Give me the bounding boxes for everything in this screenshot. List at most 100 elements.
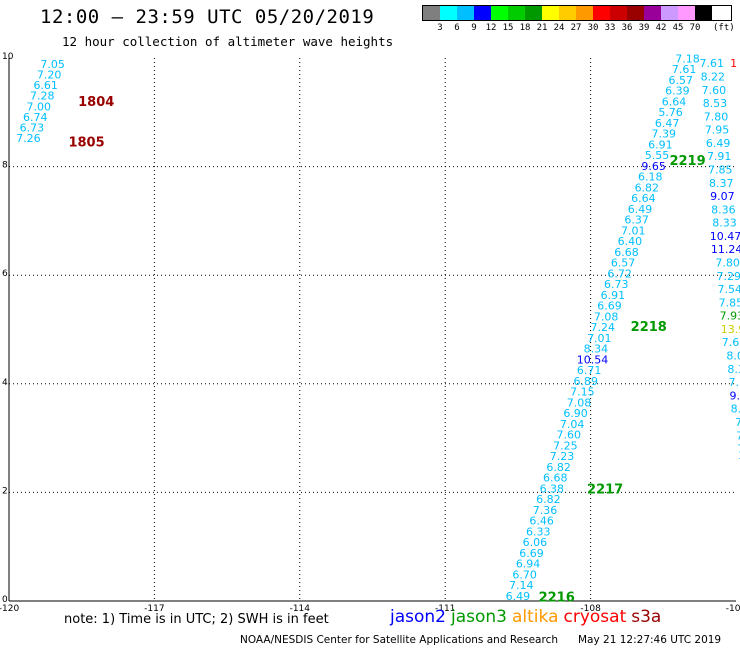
swh-value-label: 7.29 bbox=[716, 270, 740, 283]
swh-value-label: 5.76 bbox=[658, 106, 683, 119]
color-scale-tick: 39 bbox=[638, 23, 650, 33]
swh-value-label: 7.54 bbox=[718, 283, 740, 296]
pass-number-label: 1805 bbox=[68, 136, 104, 151]
swh-value-label: 6.64 bbox=[662, 95, 687, 108]
color-scale-tick: 36 bbox=[621, 23, 633, 33]
swh-value-label: 8.53 bbox=[703, 97, 728, 110]
color-scale-tick: 24 bbox=[553, 23, 565, 33]
swh-value-label: 6.82 bbox=[546, 461, 571, 474]
swh-value-label: 6.40 bbox=[618, 235, 643, 248]
color-swatch-8 bbox=[559, 6, 576, 20]
swh-value-label: 7.80 bbox=[715, 257, 740, 270]
swh-value-label: 8.0 bbox=[731, 403, 740, 416]
swh-value-label: 7.85 bbox=[719, 296, 740, 309]
swh-value-label: 7.24 bbox=[590, 321, 615, 334]
swh-value-label: 6.39 bbox=[665, 85, 690, 98]
swh-value-label: 6.82 bbox=[536, 493, 561, 506]
color-scale-tick: 6 bbox=[454, 23, 460, 33]
swh-value-label: 7.1 bbox=[728, 376, 740, 389]
swh-value-label: 6.82 bbox=[635, 181, 660, 194]
swh-value-label: 6.71 bbox=[577, 364, 602, 377]
swh-value-label: 7.20 bbox=[37, 68, 62, 81]
swh-value-label: 6.89 bbox=[574, 375, 599, 388]
swh-value-label: 7.91 bbox=[707, 150, 732, 163]
swh-value-label: 7. bbox=[738, 456, 740, 469]
color-swatch-6 bbox=[525, 6, 542, 20]
color-swatch-10 bbox=[593, 6, 610, 20]
swh-value-label: 6.73 bbox=[20, 122, 45, 135]
swh-value-label: 6.70 bbox=[512, 568, 537, 581]
swh-value-label: 7.80 bbox=[704, 110, 729, 123]
swh-value-label: 10.54 bbox=[577, 353, 609, 366]
swh-value-label: 6.46 bbox=[529, 515, 554, 528]
swh-value-label: 7.26 bbox=[16, 132, 41, 145]
x-tick-label: -105 bbox=[726, 604, 740, 614]
pass-number-label: 2219 bbox=[669, 154, 705, 169]
pass-number-label: 2217 bbox=[587, 482, 623, 497]
color-scale-tick: 70 bbox=[689, 23, 701, 33]
x-tick-label: -117 bbox=[144, 604, 164, 614]
swh-value-label: 6.69 bbox=[597, 300, 622, 313]
swh-value-label: 6.57 bbox=[668, 74, 693, 87]
swh-value-label: 6.90 bbox=[563, 407, 588, 420]
swh-value-label: 7.05 bbox=[40, 58, 65, 71]
x-tick-label: -111 bbox=[435, 604, 455, 614]
color-swatch-15 bbox=[678, 6, 695, 20]
swh-value-label: 9.65 bbox=[641, 160, 666, 173]
swh-value-label: 1 bbox=[730, 57, 737, 70]
y-tick-label: 6 bbox=[2, 269, 8, 279]
color-scale-legend: (ft) 3 6 9 12 15 18 21 24 27 30 33 36 39 42 45 70 bbox=[422, 5, 735, 35]
swh-value-label: 6.64 bbox=[631, 192, 656, 205]
swh-value-label: 7.25 bbox=[553, 439, 578, 452]
swh-value-label: 6.94 bbox=[516, 558, 541, 571]
swh-value-label: 9.07 bbox=[710, 190, 735, 203]
color-scale-tick: 3 bbox=[437, 23, 443, 33]
swh-value-label: 13.9 bbox=[721, 323, 740, 336]
swh-value-label: 7.36 bbox=[533, 504, 558, 517]
swh-value-label: 7.18 bbox=[675, 52, 700, 65]
y-tick-label: 0 bbox=[2, 595, 8, 605]
color-scale-unit: (ft) bbox=[713, 23, 735, 33]
footer-timestamp: May 21 12:27:46 UTC 2019 bbox=[578, 634, 722, 646]
color-scale-tick: 45 bbox=[672, 23, 684, 33]
color-swatch-9 bbox=[576, 6, 593, 20]
legend-s3a: s3a bbox=[631, 607, 662, 627]
color-scale-tick: 21 bbox=[536, 23, 548, 33]
swh-value-label: 6.38 bbox=[540, 482, 565, 495]
swh-value-label: 7.93 bbox=[720, 310, 740, 323]
swh-value-label: 7.39 bbox=[652, 128, 677, 141]
color-swatch-14 bbox=[661, 6, 678, 20]
color-swatch-0 bbox=[423, 6, 440, 20]
color-swatch-4 bbox=[491, 6, 508, 20]
satellite-legend: jason2 jason3 altika cryosat s3a bbox=[390, 607, 666, 627]
swh-value-label: 6.72 bbox=[607, 267, 632, 280]
legend-altika: altika bbox=[512, 607, 559, 627]
swh-value-label: 6.61 bbox=[33, 79, 58, 92]
swh-value-label: 7.60 bbox=[702, 84, 727, 97]
swh-value-label: 5.55 bbox=[645, 149, 670, 162]
color-scale-tick: 42 bbox=[655, 23, 667, 33]
swh-value-label: 8.34 bbox=[584, 343, 609, 356]
swh-value-label: 7.01 bbox=[621, 224, 646, 237]
page-subtitle: 12 hour collection of altimeter wave hei… bbox=[62, 34, 394, 49]
y-tick-label: 8 bbox=[2, 161, 8, 171]
color-swatch-5 bbox=[508, 6, 525, 20]
color-scale-tick: 18 bbox=[519, 23, 531, 33]
swh-value-label: 6.06 bbox=[523, 536, 548, 549]
swh-value-label: 8.3 bbox=[727, 363, 740, 376]
legend-cryosat: cryosat bbox=[563, 607, 627, 627]
swh-value-label: 6.69 bbox=[519, 547, 544, 560]
y-tick-label: 10 bbox=[2, 52, 14, 62]
swh-value-label: 8.0 bbox=[726, 350, 740, 363]
swh-value-label: 7. bbox=[735, 416, 740, 429]
swh-value-label: 6.68 bbox=[543, 472, 568, 485]
swh-value-label: 6.49 bbox=[628, 203, 653, 216]
swh-value-label: 11.24 bbox=[711, 243, 740, 256]
swh-value-label: 7.66 bbox=[722, 336, 740, 349]
pass-number-label: 1804 bbox=[78, 95, 114, 110]
swh-value-label: 6.47 bbox=[655, 117, 680, 130]
y-tick-label: 4 bbox=[2, 378, 8, 388]
swh-value-label: 6.18 bbox=[638, 171, 663, 184]
color-scale-tick: 33 bbox=[604, 23, 616, 33]
color-scale-tick: 12 bbox=[485, 23, 497, 33]
